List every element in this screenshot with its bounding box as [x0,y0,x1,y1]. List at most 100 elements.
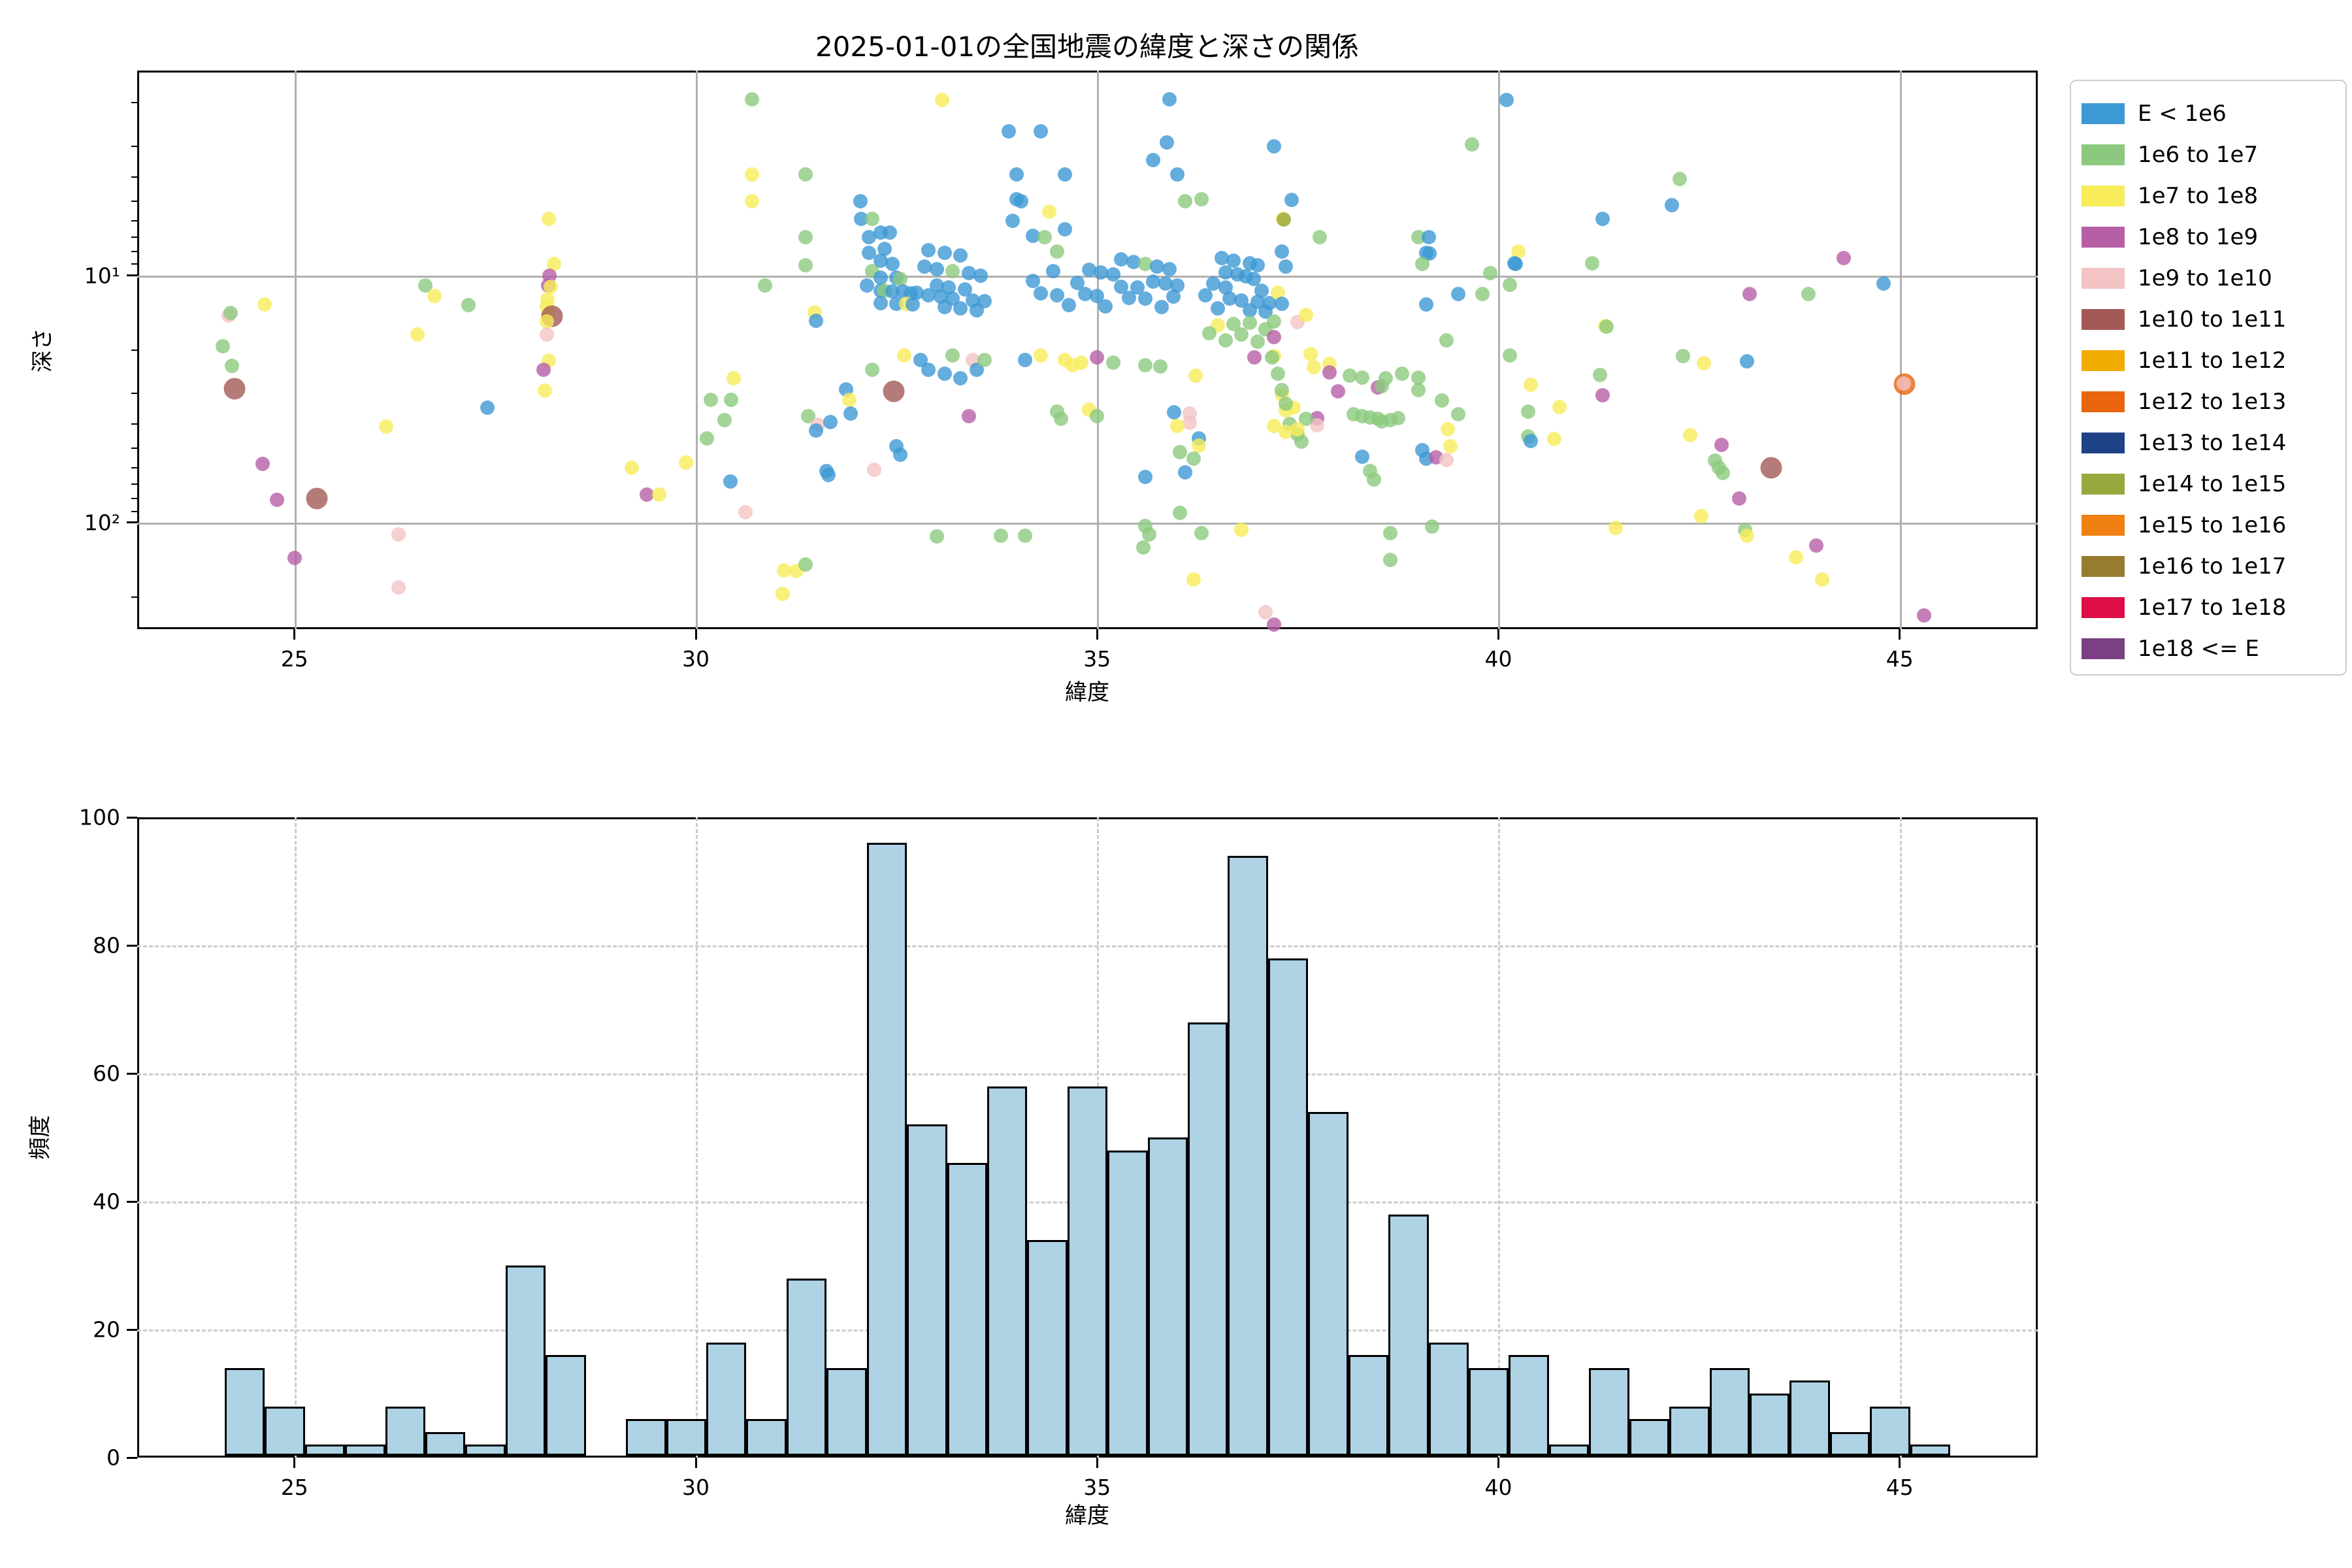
scatter-point [391,580,406,595]
scatter-point [862,246,877,261]
scatter-y-minor-tick [131,349,137,351]
scatter-point [1250,258,1265,273]
hist-x-tick [1899,1458,1901,1468]
scatter-y-minor-tick [131,237,137,238]
scatter-point [1683,427,1698,442]
legend-swatch [2082,308,2125,330]
scatter-point [1017,528,1032,543]
scatter-point [1186,451,1201,466]
scatter-point [1081,263,1096,278]
legend-swatch [2082,432,2125,453]
scatter-point [1502,348,1517,363]
hist-bar [224,1367,265,1456]
legend-swatch [2082,473,2125,495]
hist-gridline-v [294,817,297,1458]
scatter-point [1595,212,1610,227]
scatter-point [539,314,554,329]
legend-label: 1e11 to 1e12 [2138,347,2287,374]
scatter-point [1808,538,1823,553]
scatter-point [859,278,874,293]
scatter-point [1312,230,1327,245]
scatter-point [1114,252,1129,267]
scatter-point [757,278,772,293]
scatter-point [1483,266,1498,281]
scatter-point [1178,193,1193,208]
scatter-point [1037,230,1053,245]
scatter-point [1013,193,1028,208]
scatter-point [953,301,968,316]
scatter-point [1094,265,1109,280]
scatter-y-minor-tick [131,102,137,104]
hist-y-tick-label: 80 [93,932,120,958]
scatter-point [961,266,976,281]
scatter-point [1098,299,1113,314]
scatter-point [1167,405,1182,420]
scatter-point [935,93,950,108]
scatter-gridline-v [1498,71,1501,629]
scatter-point [257,297,272,312]
hist-gridline-h [137,945,2038,947]
scatter-point [1552,400,1567,415]
scatter-point [1137,470,1152,485]
scatter-point [1760,457,1782,479]
scatter-gridline-v [1097,71,1100,629]
scatter-y-minor-tick [131,200,137,202]
scatter-point [1836,251,1851,266]
scatter-point [1696,356,1711,371]
scatter-point [1814,572,1829,587]
scatter-point [1502,277,1517,292]
hist-y-tick-label: 40 [93,1188,120,1215]
legend-entry: 1e14 to 1e15 [2082,463,2345,504]
legend-swatch [2082,555,2125,577]
scatter-point [1265,350,1280,365]
scatter-point [1270,285,1285,300]
scatter-point [418,278,433,293]
scatter-point [945,348,960,363]
scatter-point [1424,519,1439,534]
scatter-point [1137,357,1152,372]
scatter-point [865,212,880,227]
scatter-point [1172,506,1187,521]
scatter-x-tick [694,629,697,640]
scatter-point [1186,572,1201,587]
scatter-plot-area [137,71,2038,629]
hist-bar [826,1367,867,1456]
hist-x-tick-label: 45 [1886,1475,1914,1500]
scatter-point [1509,256,1524,271]
scatter-point [1158,276,1173,291]
scatter-point [1523,434,1538,449]
hist-bar [1388,1214,1429,1456]
scatter-point [1226,253,1241,268]
scatter-point [885,257,900,272]
hist-bar [1789,1380,1830,1456]
scatter-point [1382,525,1397,540]
scatter-point [1694,508,1709,523]
scatter-point [1210,301,1225,316]
hist-bar [1067,1086,1108,1456]
scatter-x-axis-label: 緯度 [1065,679,1109,706]
hist-bar [1188,1022,1228,1456]
scatter-point [1049,244,1064,259]
scatter-point [883,380,905,402]
scatter-point [1354,449,1369,464]
scatter-point [929,529,944,544]
scatter-x-tick [293,629,296,640]
scatter-point [1166,289,1181,304]
scatter-point [1073,355,1088,370]
scatter-point [1439,452,1454,467]
scatter-point [1077,287,1092,302]
scatter-gridline-v [294,71,297,629]
scatter-point [1058,222,1073,237]
scatter-point [798,167,813,182]
legend-swatch [2082,226,2125,248]
scatter-point [1170,419,1185,434]
scatter-point [1547,432,1562,447]
legend-label: 1e14 to 1e15 [2138,470,2287,497]
scatter-point [1246,271,1261,286]
scatter-point [973,268,988,283]
scatter-point [1170,167,1185,182]
legend-label: 1e16 to 1e17 [2138,553,2287,580]
scatter-y-tick-label: 10¹ [84,263,120,289]
scatter-point [1278,396,1293,411]
scatter-point [1053,411,1068,426]
